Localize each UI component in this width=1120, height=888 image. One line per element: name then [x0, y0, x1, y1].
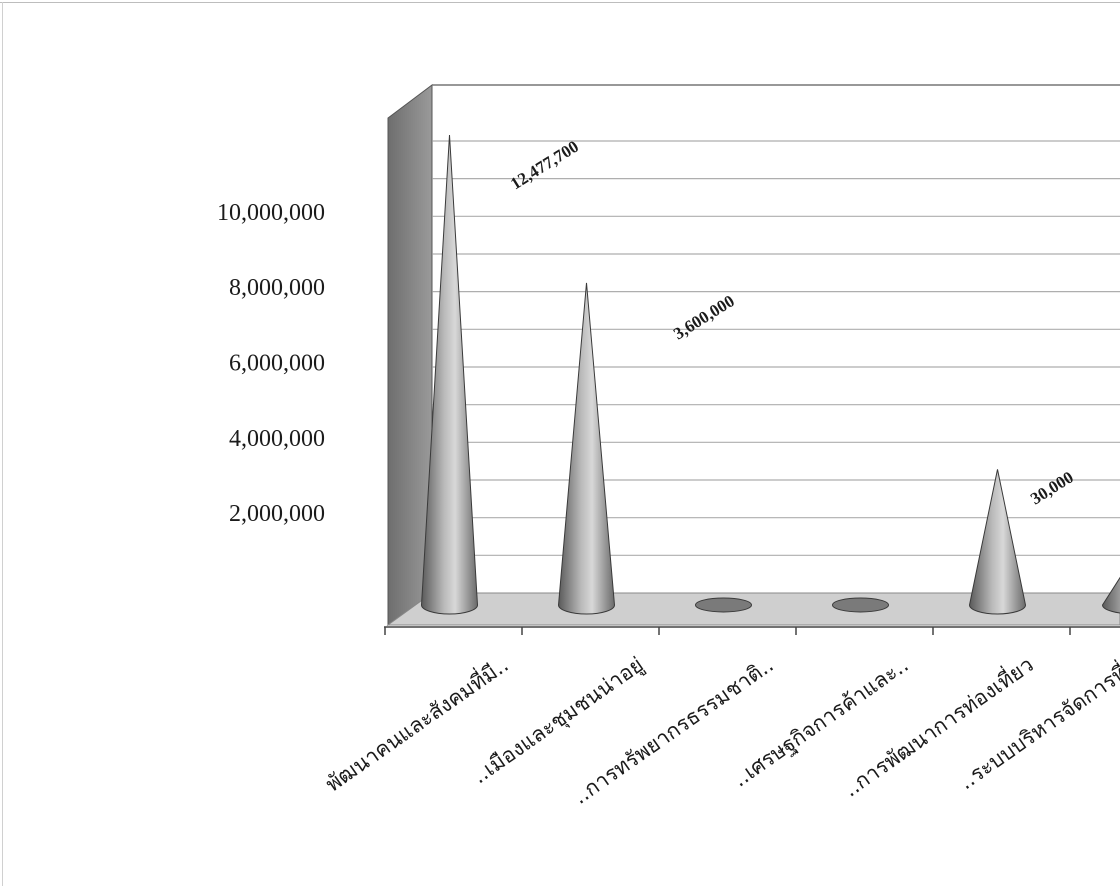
- data-label: 3,600,000: [670, 291, 738, 343]
- cone-bar: [832, 597, 889, 613]
- frame-top-line: [0, 2, 1120, 3]
- cone-bar: [1101, 576, 1120, 614]
- cone-bar: [968, 469, 1027, 615]
- data-label: 30,000: [1027, 468, 1077, 509]
- cone-bar: [557, 282, 616, 615]
- cone-bar: [420, 134, 479, 615]
- y-tick-label: 8,000,000: [229, 275, 325, 301]
- cone-bar: [695, 597, 752, 613]
- y-tick-label: 4,000,000: [229, 426, 325, 452]
- x-tick-label: ..การพัฒนาการท่องเที่ยว: [837, 650, 1037, 802]
- y-tick-label: 10,000,000: [217, 200, 325, 226]
- data-label: 12,477,700: [507, 137, 582, 194]
- y-tick-label: 6,000,000: [229, 350, 325, 376]
- y-tick-label: 2,000,000: [229, 501, 325, 527]
- frame-left-line: [2, 2, 3, 886]
